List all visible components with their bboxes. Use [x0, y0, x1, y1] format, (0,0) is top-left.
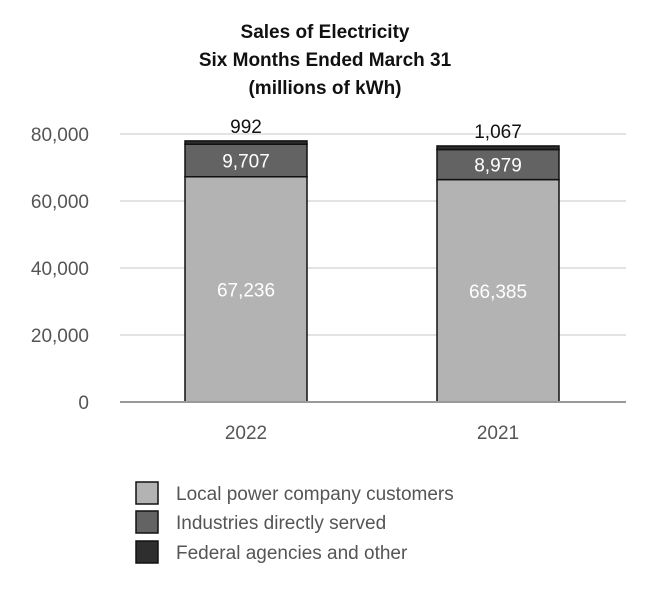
y-tick-label: 0 [78, 393, 89, 414]
data-label: 66,385 [469, 282, 527, 303]
legend-swatch [135, 481, 159, 505]
y-tick-label: 40,000 [31, 259, 89, 280]
chart-title-line-3: (millions of kWh) [248, 78, 401, 99]
bar-stack-2021: 66,385 8,979 1,067 [436, 122, 560, 403]
x-axis: 2022 2021 [120, 401, 626, 444]
bar-segment [436, 178, 560, 403]
y-tick-label: 20,000 [31, 326, 89, 347]
data-label: 9,707 [222, 152, 270, 173]
data-label: 8,979 [474, 156, 522, 177]
legend-swatch [135, 540, 159, 564]
bar-segment [184, 176, 308, 403]
data-label: 67,236 [217, 280, 275, 301]
legend-item: Federal agencies and other [135, 540, 408, 564]
y-tick-label: 80,000 [31, 125, 89, 146]
legend-item: Local power company customers [135, 481, 454, 505]
chart-title-line-1: Sales of Electricity [241, 22, 410, 43]
chart-title-line-2: Six Months Ended March 31 [199, 50, 452, 71]
legend-label: Local power company customers [176, 484, 454, 505]
legend-swatch [135, 510, 159, 534]
legend-item: Industries directly served [135, 510, 386, 534]
y-tick-label: 60,000 [31, 192, 89, 213]
bar-segment [436, 148, 560, 181]
bar-segment [184, 140, 308, 145]
chart-title: Sales of Electricity Six Months Ended Ma… [199, 22, 452, 99]
legend: Local power company customers Industries … [135, 481, 454, 564]
x-tick-label: 2021 [477, 423, 519, 444]
bar-segment [184, 143, 308, 178]
x-tick-label: 2022 [225, 423, 267, 444]
bar-segment [436, 145, 560, 151]
data-label: 1,067 [474, 122, 522, 143]
legend-label: Industries directly served [176, 513, 386, 534]
y-axis: 0 20,000 40,000 60,000 80,000 [31, 125, 89, 414]
data-label: 992 [230, 117, 262, 138]
bars: 67,236 9,707 992 66,385 8,979 1,067 [184, 117, 560, 403]
legend-label: Federal agencies and other [176, 543, 408, 564]
bar-stack-2022: 67,236 9,707 992 [184, 117, 308, 403]
